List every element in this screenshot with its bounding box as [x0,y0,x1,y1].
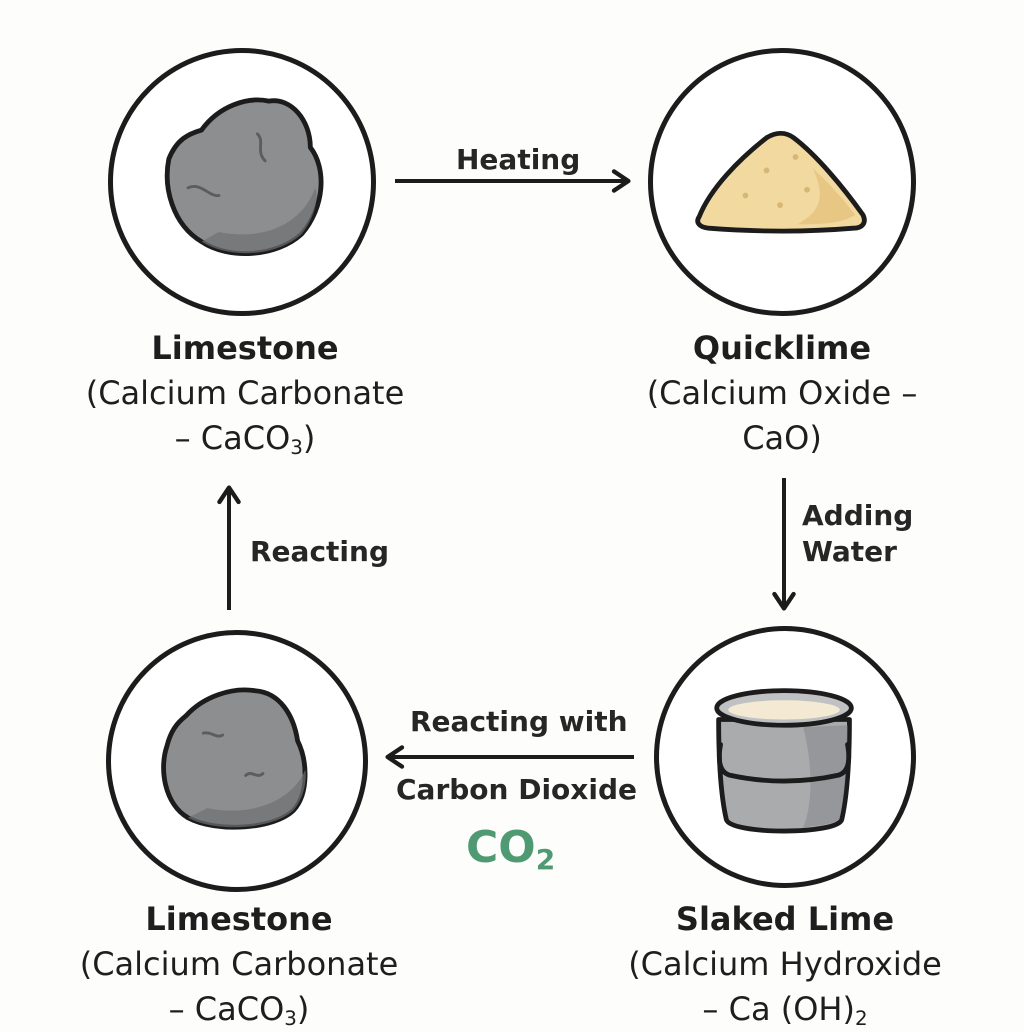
limestone-bottom-label: Limestone (Calcium Carbonate – CaCO3) [54,897,424,1032]
powder-pile-icon [695,130,867,234]
description-line-1: (Calcium Carbonate [79,945,399,983]
node-name: Slaked Lime [675,900,895,938]
node-description: (Calcium Hydroxide – Ca (OH)2 [600,942,970,1032]
heating-text: Heating [456,143,581,176]
description-line-2: CaO) [612,416,952,461]
reacting-label: Reacting [250,534,389,570]
description-line-1: (Calcium Hydroxide [628,945,942,983]
reacting-co2-label-bottom: Carbon Dioxide [396,772,637,808]
description-line-2: – Ca (OH)2 [600,987,970,1032]
formula-subscript: 3 [290,435,303,459]
description-line-2: – CaCO3) [60,416,430,461]
description-line-1: (Calcium Carbonate [85,374,405,412]
co2-formula: CO2 [466,822,555,876]
heating-label: Heating [456,142,580,178]
limestone-top-label: Limestone (Calcium Carbonate – CaCO3) [60,326,430,461]
co2-text: CO [466,822,536,873]
node-description: (Calcium Carbonate – CaCO3) [60,371,430,461]
node-name: Quicklime [692,329,872,367]
rock-icon [164,97,324,256]
adding-water-label: Adding Water [802,498,913,570]
formula-subscript: 2 [854,1006,868,1030]
slaked-lime-label: Slaked Lime (Calcium Hydroxide – Ca (OH)… [600,897,970,1032]
formula-text: – CaCO [174,419,291,457]
co2-subscript: 2 [535,843,556,876]
formula-subscript: 3 [284,1006,297,1030]
limestone-top-circle [108,48,376,316]
reacting-with-text: Reacting with [410,705,628,738]
water-text: Water [802,535,897,568]
formula-text: CaO) [742,419,822,457]
quicklime-circle [648,48,916,316]
node-name: Limestone [145,900,333,938]
rock-icon [161,687,308,830]
reacting-co2-label-top: Reacting with [410,704,628,740]
adding-text: Adding [802,499,914,532]
node-name: Limestone [151,329,339,367]
description-line-2: – CaCO3) [54,987,424,1032]
carbon-dioxide-text: Carbon Dioxide [396,773,637,806]
description-line-1: (Calcium Oxide – [646,374,918,412]
bucket-icon [714,688,854,834]
formula-suffix: ) [302,419,316,457]
formula-text: – Ca (OH) [702,990,855,1028]
reacting-text: Reacting [250,535,390,568]
quicklime-label: Quicklime (Calcium Oxide – CaO) [612,326,952,461]
limestone-bottom-circle [106,630,368,892]
formula-suffix: ) [296,990,310,1028]
node-description: (Calcium Oxide – CaO) [612,371,952,461]
slaked-lime-circle [654,626,916,888]
node-description: (Calcium Carbonate – CaCO3) [54,942,424,1032]
formula-text: – CaCO [168,990,285,1028]
